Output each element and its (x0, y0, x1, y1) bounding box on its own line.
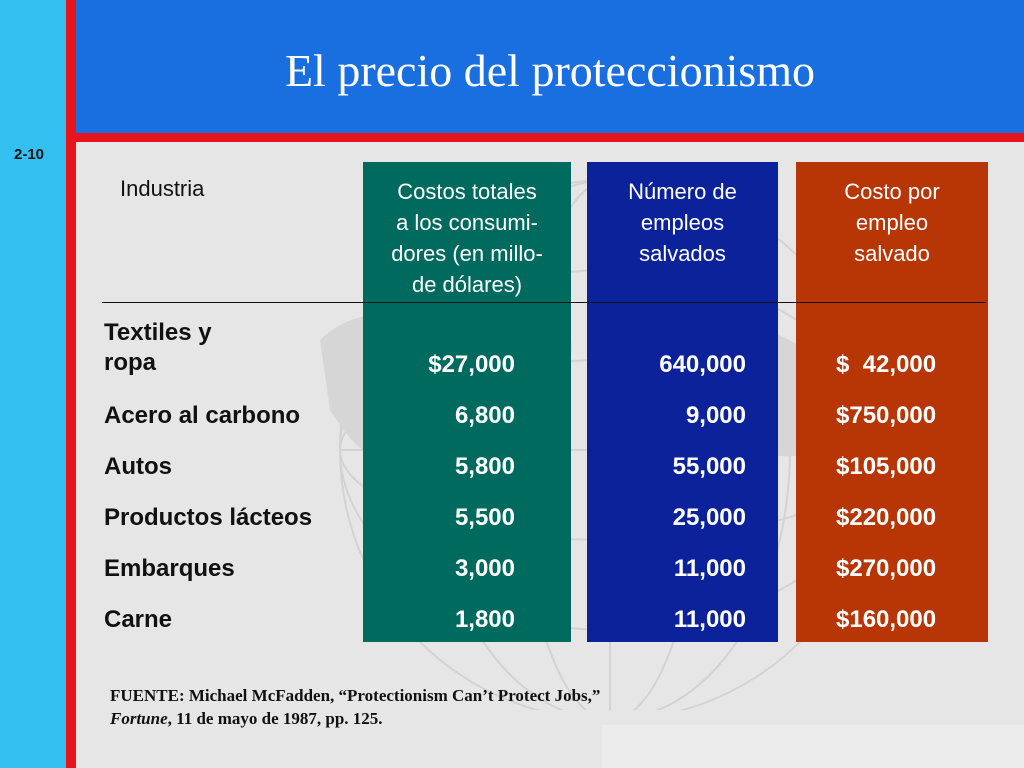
cost-per-job-header: Costo por empleo salvado (796, 176, 988, 269)
row-total-cost: 6,800 (454, 402, 515, 429)
jobs-saved-header-line: empleos (640, 210, 725, 235)
cost-per-job-column-bg (796, 162, 988, 642)
source-line-1: FUENTE: Michael McFadden, “Protectionism… (110, 686, 601, 705)
row-cost-per-job: $750,000 (836, 402, 937, 429)
left-decor-bar (0, 0, 66, 768)
row-jobs-saved: 25,000 (672, 504, 746, 531)
source-publication: Fortune (110, 709, 168, 728)
row-cost-per-job: $270,000 (836, 555, 937, 582)
cost-per-job-header-line: Costo por (844, 179, 940, 204)
slide-number: 2-10 (14, 146, 45, 163)
jobs-saved-header-line: salvados (639, 241, 726, 266)
row-industry: Embarques (104, 555, 235, 582)
row-jobs-saved: 11,000 (673, 606, 746, 633)
title-red-stripe (76, 133, 1024, 142)
row-jobs-saved: 9,000 (685, 402, 746, 429)
total-cost-header-line: Costos totales (397, 179, 537, 204)
row-total-cost: $27,000 (428, 351, 515, 378)
row-cost-per-job: $105,000 (836, 453, 937, 480)
row-industry-line: ropa (104, 349, 157, 376)
slide-title: El precio del proteccionismo (284, 45, 816, 96)
cost-per-job-header-line: salvado (854, 241, 930, 266)
row-total-cost: 5,500 (454, 504, 515, 531)
title-banner (76, 0, 1024, 133)
row-jobs-saved: 11,000 (673, 555, 746, 582)
jobs-saved-header-line: Número de (628, 179, 737, 204)
total-cost-header-line: a los consumi- (396, 210, 538, 235)
total-cost-header-line: de dólares) (411, 272, 523, 297)
total-cost-column-bg (363, 162, 571, 642)
row-total-cost: 5,800 (454, 453, 515, 480)
industry-header: Industria (120, 176, 205, 201)
row-industry: Autos (104, 453, 172, 480)
row-cost-per-job: $160,000 (836, 606, 937, 633)
row-total-cost: 1,800 (454, 606, 515, 633)
row-jobs-saved: 640,000 (659, 351, 746, 378)
header-divider (102, 302, 986, 303)
row-industry: Carne (104, 606, 173, 633)
row-cost-per-job: $220,000 (836, 504, 937, 531)
total-cost-header-line: dores (en millo- (391, 241, 543, 266)
left-red-stripe (66, 0, 76, 768)
row-industry: Productos lácteos (104, 504, 313, 531)
row-industry: Acero al carbono (104, 402, 301, 429)
row-industry-line: Textiles y (104, 319, 212, 346)
total-cost-header: Costos totales a los consumi- dores (en … (363, 176, 571, 300)
source-citation: FUENTE: Michael McFadden, “Protectionism… (110, 684, 600, 730)
row-cost-per-job: $ 42,000 (836, 351, 937, 378)
row-industry: Textiles y ropa (104, 318, 212, 378)
jobs-saved-column-bg (587, 162, 778, 642)
row-jobs-saved: 55,000 (672, 453, 746, 480)
corner-decor-box (602, 725, 1024, 768)
row-total-cost: 3,000 (454, 555, 515, 582)
source-date-pages: , 11 de mayo de 1987, pp. 125. (167, 709, 383, 728)
cost-per-job-header-line: empleo (855, 210, 929, 235)
jobs-saved-header: Número de empleos salvados (587, 176, 778, 269)
source-line-2: Fortune, 11 de mayo de 1987, pp. 125. (110, 707, 600, 730)
